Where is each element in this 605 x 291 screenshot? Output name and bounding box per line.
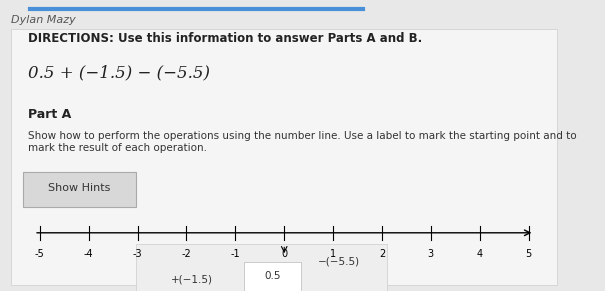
Text: 0: 0 — [281, 249, 287, 259]
Text: 2: 2 — [379, 249, 385, 259]
FancyBboxPatch shape — [11, 29, 557, 285]
Text: 0.5: 0.5 — [264, 272, 281, 281]
Text: 5: 5 — [526, 249, 532, 259]
Text: -3: -3 — [132, 249, 142, 259]
Text: 4: 4 — [477, 249, 483, 259]
FancyBboxPatch shape — [23, 172, 136, 207]
Text: 0.5 + (−1.5) − (−5.5): 0.5 + (−1.5) − (−5.5) — [28, 64, 211, 81]
Text: -4: -4 — [84, 249, 94, 259]
Text: 1: 1 — [330, 249, 336, 259]
Text: Dylan Mazy: Dylan Mazy — [11, 15, 76, 24]
Text: +(−1.5): +(−1.5) — [171, 274, 212, 284]
Text: −(−5.5): −(−5.5) — [318, 257, 361, 267]
Text: Show how to perform the operations using the number line. Use a label to mark th: Show how to perform the operations using… — [28, 131, 577, 152]
Text: -5: -5 — [35, 249, 45, 259]
FancyBboxPatch shape — [244, 262, 301, 291]
Text: Show Hints: Show Hints — [48, 183, 111, 193]
Text: DIRECTIONS: Use this information to answer Parts A and B.: DIRECTIONS: Use this information to answ… — [28, 32, 423, 45]
Text: -2: -2 — [182, 249, 191, 259]
Text: Part A: Part A — [28, 108, 71, 121]
Text: -1: -1 — [231, 249, 240, 259]
Text: 3: 3 — [428, 249, 434, 259]
FancyBboxPatch shape — [136, 244, 387, 291]
